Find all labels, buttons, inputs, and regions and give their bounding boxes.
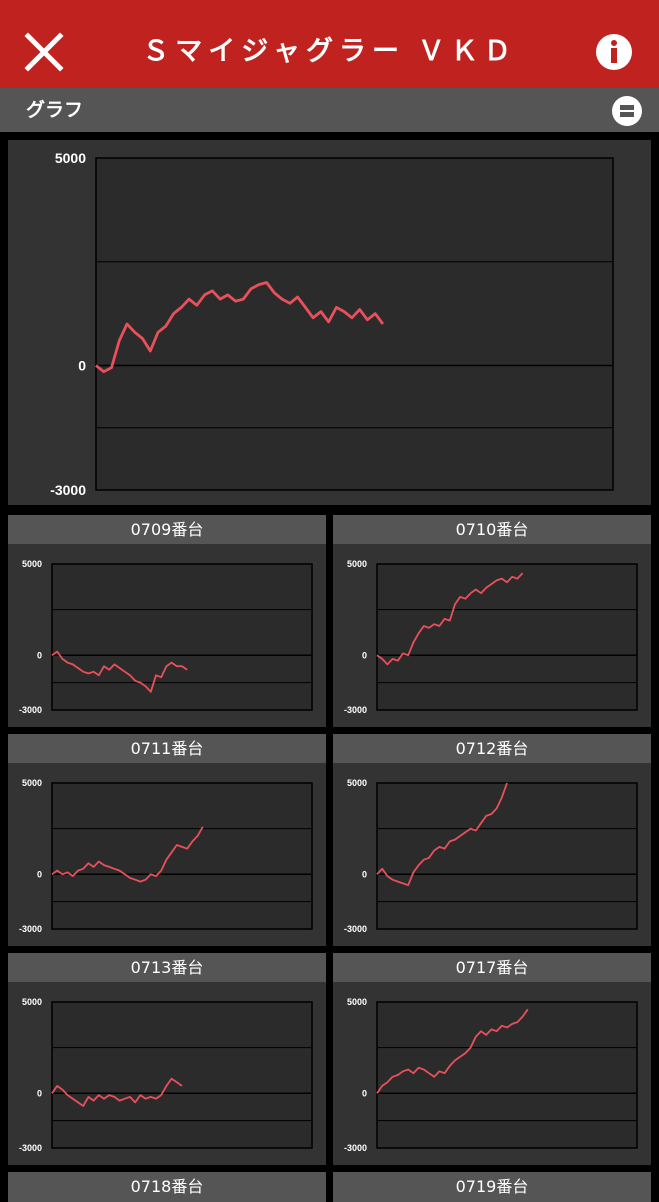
y-tick-label: -3000 [19, 705, 42, 715]
y-tick-label: 5000 [22, 559, 42, 569]
series-line [51, 826, 204, 883]
series-line [376, 1008, 529, 1094]
y-tick-label: 0 [37, 869, 42, 879]
chart-card-0718[interactable]: 0718番台 [8, 1172, 326, 1202]
info-icon[interactable] [596, 34, 632, 70]
plot-area [376, 1001, 638, 1149]
card-title: 0713番台 [8, 953, 326, 982]
chart-card-0711[interactable]: 0711番台 5000 0 -3000 [8, 734, 326, 946]
chart-card-0710[interactable]: 0710番台 5000 0 -3000 [333, 515, 651, 727]
card-title: 0712番台 [333, 734, 651, 763]
card-chart: 5000 0 -3000 [344, 778, 638, 934]
chart-card-0713[interactable]: 0713番台 5000 0 -3000 [8, 953, 326, 1165]
card-title: 0717番台 [333, 953, 651, 982]
card-chart: 5000 0 -3000 [19, 559, 313, 715]
card-title: 0711番台 [8, 734, 326, 763]
page-title: Ｓマイジャグラー ＶＫＤ [142, 36, 517, 67]
y-tick-label: 0 [37, 1088, 42, 1098]
chart-card-0717[interactable]: 0717番台 5000 0 -3000 [333, 953, 651, 1165]
y-tick-label: 5000 [22, 997, 42, 1007]
card-title: 0709番台 [8, 515, 326, 544]
y-tick-label: 0 [362, 869, 367, 879]
card-title: 0710番台 [333, 515, 651, 544]
card-chart: 5000 0 -3000 [344, 559, 638, 715]
card-chart: 5000 0 -3000 [344, 997, 638, 1153]
section-bar: グラフ [0, 88, 659, 132]
y-tick-label: -3000 [50, 482, 86, 498]
chart-card-0709[interactable]: 0709番台 5000 0 -3000 [8, 515, 326, 727]
series-line [51, 1077, 183, 1107]
y-tick-label: -3000 [344, 1143, 367, 1153]
y-tick-label: -3000 [344, 924, 367, 934]
plot-area [376, 563, 638, 711]
card-chart: 5000 0 -3000 [19, 997, 313, 1153]
y-tick-label: 0 [78, 357, 86, 373]
menu-toggle-icon[interactable] [612, 96, 642, 126]
series-line [376, 782, 508, 887]
main-chart: 5000 0 -3000 [50, 150, 614, 498]
y-tick-label: 5000 [347, 778, 367, 788]
y-tick-label: -3000 [19, 1143, 42, 1153]
section-label: グラフ [26, 99, 84, 121]
y-tick-label: 0 [362, 1088, 367, 1098]
main-chart-panel: 5000 0 -3000 [8, 140, 651, 505]
y-tick-label: 0 [37, 650, 42, 660]
close-icon[interactable] [22, 30, 66, 74]
chart-card-0719[interactable]: 0719番台 [333, 1172, 651, 1202]
y-tick-label: -3000 [19, 924, 42, 934]
chart-card-0712[interactable]: 0712番台 5000 0 -3000 [333, 734, 651, 946]
y-tick-label: -3000 [344, 705, 367, 715]
card-chart: 5000 0 -3000 [19, 778, 313, 934]
y-tick-label: 5000 [22, 778, 42, 788]
y-tick-label: 5000 [55, 150, 86, 166]
y-tick-label: 5000 [347, 997, 367, 1007]
app-header: Ｓマイジャグラー ＶＫＤ [0, 0, 659, 88]
y-tick-label: 0 [362, 650, 367, 660]
plot-area [95, 157, 614, 491]
plot-area [51, 782, 313, 930]
series-line [51, 650, 188, 693]
y-tick-label: 5000 [347, 559, 367, 569]
plot-area [51, 1001, 313, 1149]
series-line [95, 281, 385, 374]
plot-area [51, 563, 313, 711]
series-line [376, 572, 524, 666]
plot-area [376, 782, 638, 930]
